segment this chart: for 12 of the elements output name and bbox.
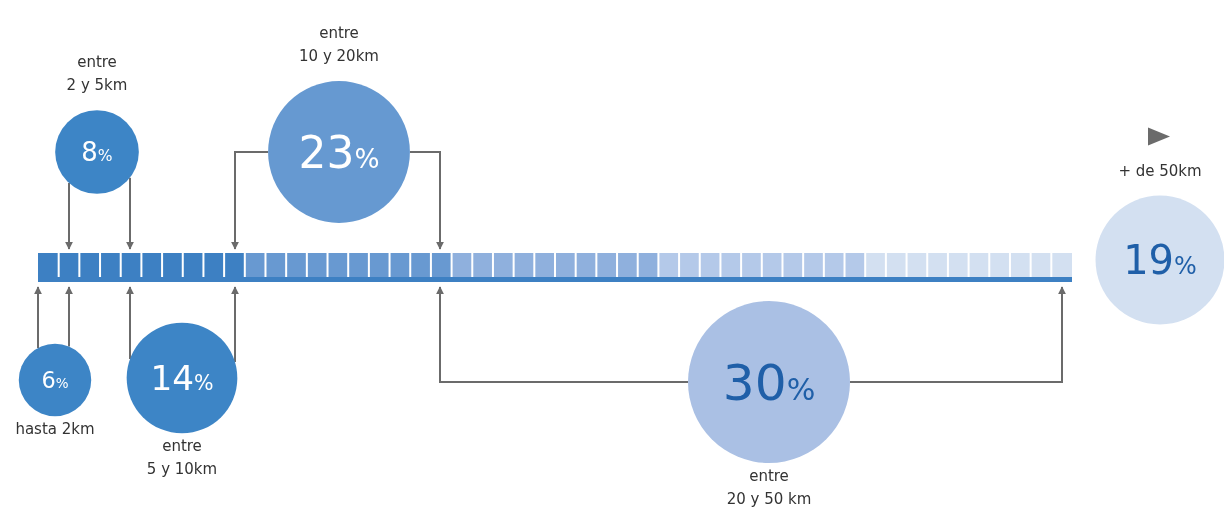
category-label: + de 50km bbox=[1118, 161, 1202, 180]
data-label: 8% bbox=[81, 137, 113, 168]
category-label: entre 2 y 5km bbox=[66, 53, 128, 95]
data-label: 19% bbox=[1123, 237, 1197, 284]
category-label: entre 5 y 10km bbox=[146, 437, 218, 479]
category-label: hasta 2km bbox=[15, 420, 95, 439]
category-label: entre 20 y 50 km bbox=[726, 467, 812, 508]
data-label: 30% bbox=[722, 353, 816, 413]
data-label: 23% bbox=[298, 126, 380, 178]
category-label: entre 10 y 20km bbox=[299, 24, 379, 66]
data-label: 6% bbox=[41, 367, 69, 394]
data-label: 14% bbox=[150, 358, 214, 399]
